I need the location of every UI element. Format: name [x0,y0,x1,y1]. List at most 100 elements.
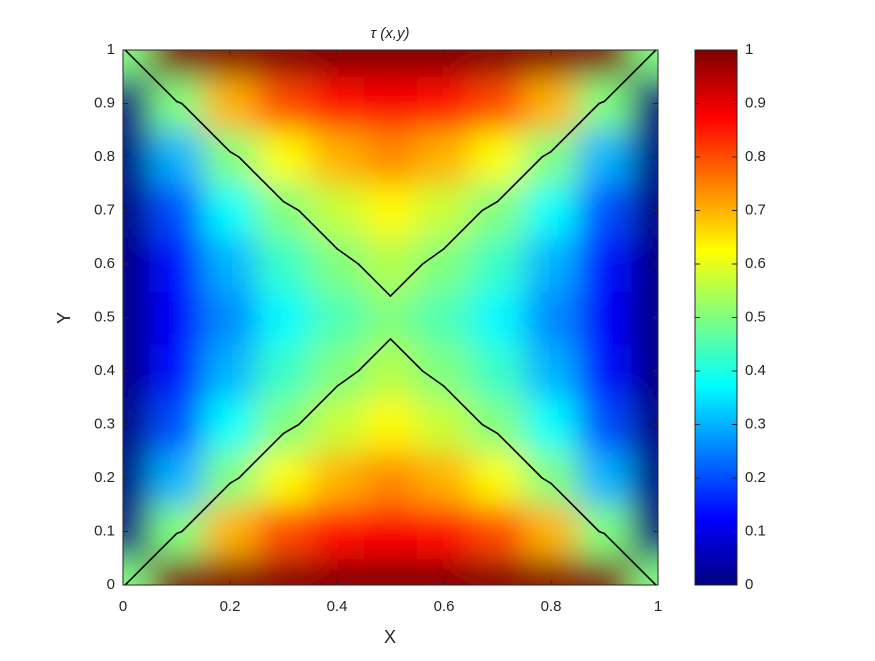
field-cell [203,183,258,238]
field-cell [149,237,204,292]
contour-line [389,338,424,372]
contour-line [238,156,285,203]
field-cell [363,237,418,292]
field-cell [310,451,365,506]
colorbar-tick-label: 0.7 [745,201,766,218]
field-cell [203,237,258,292]
contour-line [550,102,600,153]
field-cell [256,290,311,345]
field-cell [524,76,579,131]
field-cell [363,451,418,506]
field-cell [203,76,258,131]
field-cell [524,504,579,559]
field-cell [310,237,365,292]
colorbar-tick-label: 0.2 [745,469,766,486]
field-cell [256,504,311,559]
x-tick-label: 0.6 [434,598,455,615]
contour-line [541,150,552,158]
x-tick-label: 0.8 [541,598,562,615]
field-cell [310,130,365,185]
contour-line [443,209,484,250]
contour-line [481,423,499,435]
field-cell [363,50,418,78]
field-cell [417,290,472,345]
y-tick-label: 0.9 [94,94,115,111]
field-cell [417,451,472,506]
field-cell [149,50,204,78]
field-cell [417,183,472,238]
field-cell [203,504,258,559]
contour-line [181,482,231,533]
x-tick-label: 0 [119,598,127,615]
contour-line [175,530,183,535]
field-cell [149,397,204,452]
field-cell [310,183,365,238]
y-axis-label: Y [54,312,74,324]
field-cell [363,130,418,185]
field-cell [256,451,311,506]
field-cell [417,344,472,399]
field-cell [310,344,365,399]
field-cell [577,290,632,345]
field-cell [524,290,579,345]
field-cell [363,504,418,559]
contour-line [357,338,392,372]
field-cell [149,290,204,345]
colorbar-tick-label: 0.1 [745,522,766,539]
field-cell [577,344,632,399]
field-cell [123,558,151,585]
contour-line [421,370,445,388]
y-tick-label: 0.7 [94,201,115,218]
field-cell [470,451,525,506]
x-tick-label: 0.4 [327,598,348,615]
colorbar-tick-label: 0.6 [745,255,766,272]
field-cell [417,237,472,292]
field-cell [256,558,311,585]
y-tick-label: 1 [107,41,115,58]
contour-line [603,50,657,103]
field-cell [631,50,658,78]
field-cell [149,76,204,131]
field-cell [577,504,632,559]
contour-line [496,156,543,203]
contour-line [282,423,300,435]
contour-line [541,477,552,485]
contour-line [336,370,360,388]
field-cell [524,183,579,238]
field-cell [577,237,632,292]
field-cell [470,504,525,559]
contour-line [598,530,606,535]
field-cell [470,76,525,131]
field-cell [256,76,311,131]
contour-line [181,102,231,153]
field-cell [470,183,525,238]
contour-line [421,247,445,265]
field-cell [310,504,365,559]
field-cell [470,50,525,78]
field-cell [577,558,632,585]
y-tick-label: 0.3 [94,415,115,432]
field-cell [149,451,204,506]
colorbar-tick-label: 0.9 [745,94,766,111]
field-cell [149,183,204,238]
field-cell [470,237,525,292]
contour-line [481,200,499,212]
colorbar [694,49,738,586]
contour-line [282,200,300,212]
field-cell [310,290,365,345]
contour-line [603,532,657,585]
colorbar-tick-label: 0.3 [745,415,766,432]
field-cell [256,397,311,452]
contour-line [124,532,178,585]
field-cell [363,558,418,585]
field-cell [417,397,472,452]
contour-line [229,150,240,158]
field-cell [203,290,258,345]
contour-line [124,50,178,103]
x-axis-label: X [384,627,396,647]
y-tick-label: 0.8 [94,148,115,165]
contour-line [389,263,424,297]
field-cell [149,344,204,399]
field-cell [470,290,525,345]
